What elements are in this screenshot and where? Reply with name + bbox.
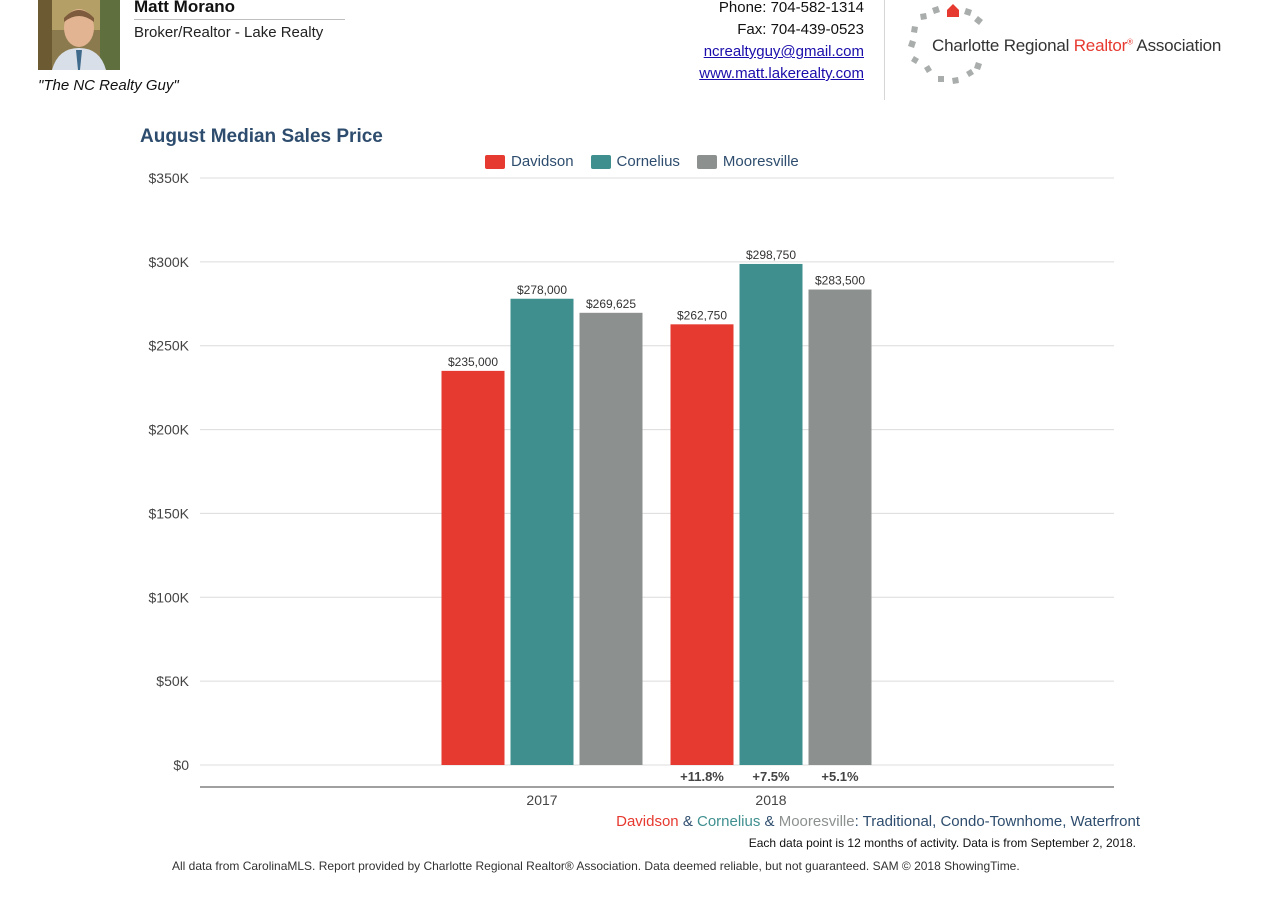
bar-cornelius-2018	[739, 263, 803, 765]
y-tick-label: $250K	[149, 338, 190, 354]
y-tick-label: $50K	[156, 673, 189, 689]
change-label: +7.5%	[752, 769, 790, 784]
bar-mooresville-2018	[808, 289, 872, 765]
legend-item-cornelius: Cornelius	[590, 153, 680, 170]
bar-value-label: $298,750	[746, 248, 796, 262]
legend-swatch-cornelius	[590, 154, 611, 169]
bar-value-label: $283,500	[815, 274, 865, 288]
bar-davidson-2017	[441, 370, 505, 765]
fax-text: Fax: 704-439-0523	[737, 21, 864, 38]
agent-photo-image	[38, 0, 120, 70]
y-tick-label: $300K	[149, 254, 190, 270]
email-link[interactable]: ncrealtyguy@gmail.com	[703, 43, 864, 60]
agent-title: Broker/Realtor - Lake Realty	[134, 24, 324, 41]
bar-value-label: $262,750	[677, 308, 727, 322]
phone-text: Phone: 704-582-1314	[718, 0, 864, 16]
website-link[interactable]: www.matt.lakerealty.com	[699, 65, 864, 82]
legend-label-cornelius: Cornelius	[616, 153, 680, 170]
association-logo-icon	[908, 4, 983, 84]
y-tick-label: $0	[173, 757, 189, 773]
x-tick-label: 2017	[526, 792, 557, 808]
bar-davidson-2018	[670, 324, 734, 765]
legend-swatch-mooresville	[696, 154, 717, 169]
legend-label-davidson: Davidson	[511, 153, 574, 170]
change-label: +5.1%	[821, 769, 859, 784]
legend-item-mooresville: Mooresville	[696, 153, 799, 170]
x-tick-label: 2018	[755, 792, 786, 808]
bar-value-label: $278,000	[517, 283, 567, 297]
y-tick-label: $200K	[149, 422, 190, 438]
y-tick-label: $100K	[149, 589, 190, 605]
bar-value-label: $269,625	[586, 297, 636, 311]
chart-legend: Davidson Cornelius Mooresville	[485, 153, 816, 170]
source-footnote: All data from CarolinaMLS. Report provid…	[172, 859, 1020, 873]
agent-name: Matt Morano	[134, 0, 236, 16]
cities-footnote: Davidson & Cornelius & Mooresville: Trad…	[616, 813, 1140, 830]
bar-mooresville-2017	[579, 312, 643, 765]
y-tick-label: $350K	[149, 170, 190, 186]
legend-item-davidson: Davidson	[485, 153, 574, 170]
contact-block: Phone: 704-582-1314 Fax: 704-439-0523 nc…	[699, 0, 864, 85]
name-divider	[134, 19, 345, 20]
agent-tagline: "The NC Realty Guy"	[38, 77, 179, 94]
y-tick-label: $150K	[149, 505, 190, 521]
association-logo	[906, 0, 996, 92]
change-label: +11.8%	[680, 769, 724, 784]
chart-title: August Median Sales Price	[140, 126, 383, 147]
association-name: Charlotte Regional Realtor® Association	[932, 36, 1222, 55]
legend-swatch-davidson	[485, 154, 505, 169]
header-divider	[884, 0, 885, 100]
legend-label-mooresville: Mooresville	[722, 153, 799, 170]
activity-footnote: Each data point is 12 months of activity…	[748, 836, 1136, 850]
bar-value-label: $235,000	[448, 355, 498, 369]
agent-photo	[38, 0, 120, 70]
bar-cornelius-2017	[510, 298, 574, 765]
